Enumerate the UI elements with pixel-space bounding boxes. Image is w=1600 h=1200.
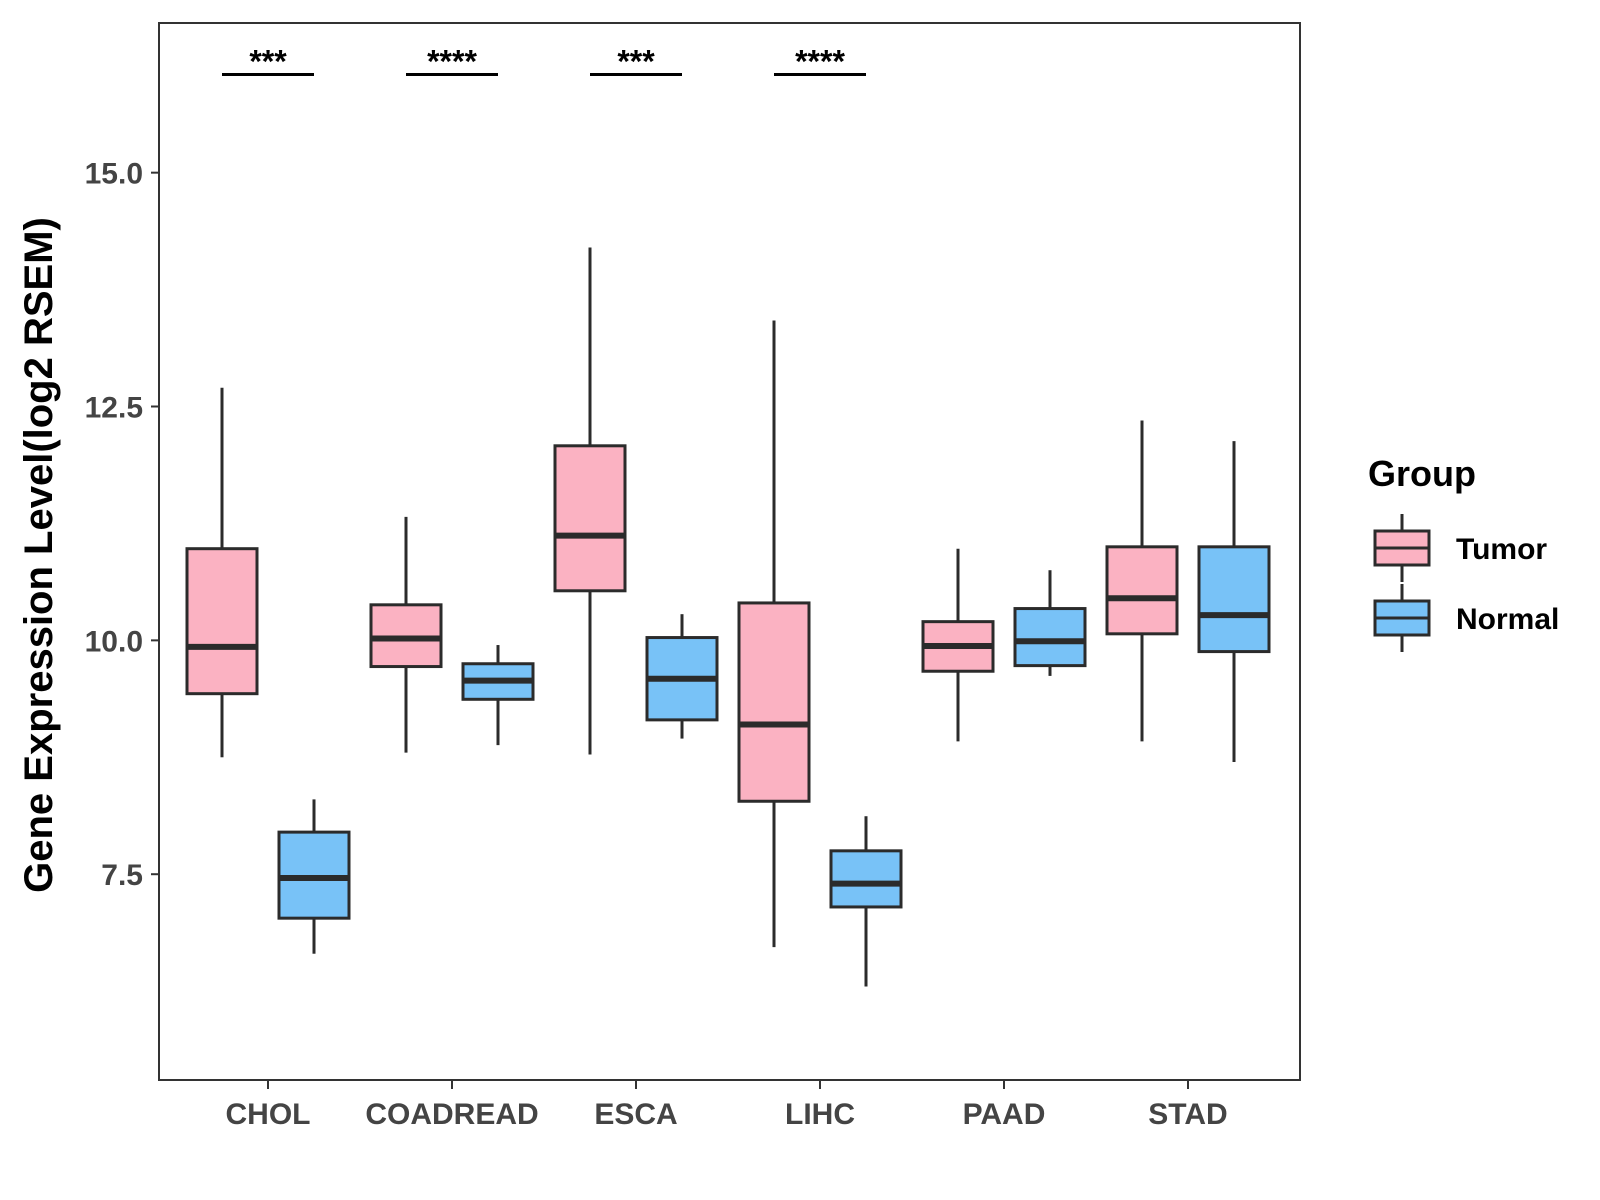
legend-title: Group bbox=[1368, 453, 1476, 494]
box-tumor-chol bbox=[185, 387, 259, 758]
box-body bbox=[1013, 607, 1087, 668]
box-tumor-esca bbox=[553, 247, 627, 755]
x-tick-label: ESCA bbox=[594, 1098, 677, 1131]
significance-label: *** bbox=[249, 43, 287, 79]
y-axis: 7.5 10.0 12.5 15.0 bbox=[85, 158, 159, 892]
legend: Group Tumor Normal bbox=[1368, 453, 1559, 652]
box-normal-stad bbox=[1197, 441, 1271, 762]
box-normal-chol bbox=[277, 799, 351, 954]
y-tick-label: 15.0 bbox=[85, 158, 143, 191]
y-axis-title: Gene Expression Level(log2 RSEM) bbox=[17, 217, 61, 893]
significance-label: **** bbox=[427, 43, 477, 79]
box-body bbox=[553, 444, 627, 593]
significance-label: **** bbox=[795, 43, 845, 79]
box-body bbox=[185, 547, 259, 696]
y-tick-label: 10.0 bbox=[85, 625, 143, 658]
box-tumor-paad bbox=[921, 548, 995, 742]
legend-item-normal: Normal bbox=[1373, 584, 1559, 652]
box-body bbox=[737, 601, 811, 803]
box-body bbox=[829, 849, 903, 909]
box-tumor-coadread bbox=[369, 516, 443, 753]
legend-item-tumor: Tumor bbox=[1373, 514, 1547, 582]
box-normal-paad bbox=[1013, 570, 1087, 676]
box-normal-esca bbox=[645, 614, 719, 739]
x-tick-label: STAD bbox=[1148, 1098, 1227, 1131]
box-body bbox=[1197, 545, 1271, 654]
box-tumor-stad bbox=[1105, 420, 1179, 742]
x-tick-label: PAAD bbox=[963, 1098, 1046, 1131]
box-body bbox=[1105, 545, 1179, 636]
x-axis: CHOL COADREAD ESCA LIHC PAAD STAD bbox=[226, 1080, 1228, 1131]
legend-label: Tumor bbox=[1456, 533, 1547, 566]
x-tick-label: LIHC bbox=[785, 1098, 855, 1131]
box-normal-lihc bbox=[829, 816, 903, 987]
y-tick-label: 12.5 bbox=[85, 392, 143, 425]
x-tick-label: COADREAD bbox=[365, 1098, 538, 1131]
y-tick-label: 7.5 bbox=[101, 859, 143, 892]
significance-annotations: *** **** *** **** bbox=[222, 43, 866, 79]
box-group bbox=[185, 247, 1271, 987]
legend-label: Normal bbox=[1456, 603, 1559, 636]
box-normal-coadread bbox=[461, 645, 535, 746]
significance-label: *** bbox=[617, 43, 655, 79]
box-tumor-lihc bbox=[737, 320, 811, 948]
x-tick-label: CHOL bbox=[226, 1098, 311, 1131]
